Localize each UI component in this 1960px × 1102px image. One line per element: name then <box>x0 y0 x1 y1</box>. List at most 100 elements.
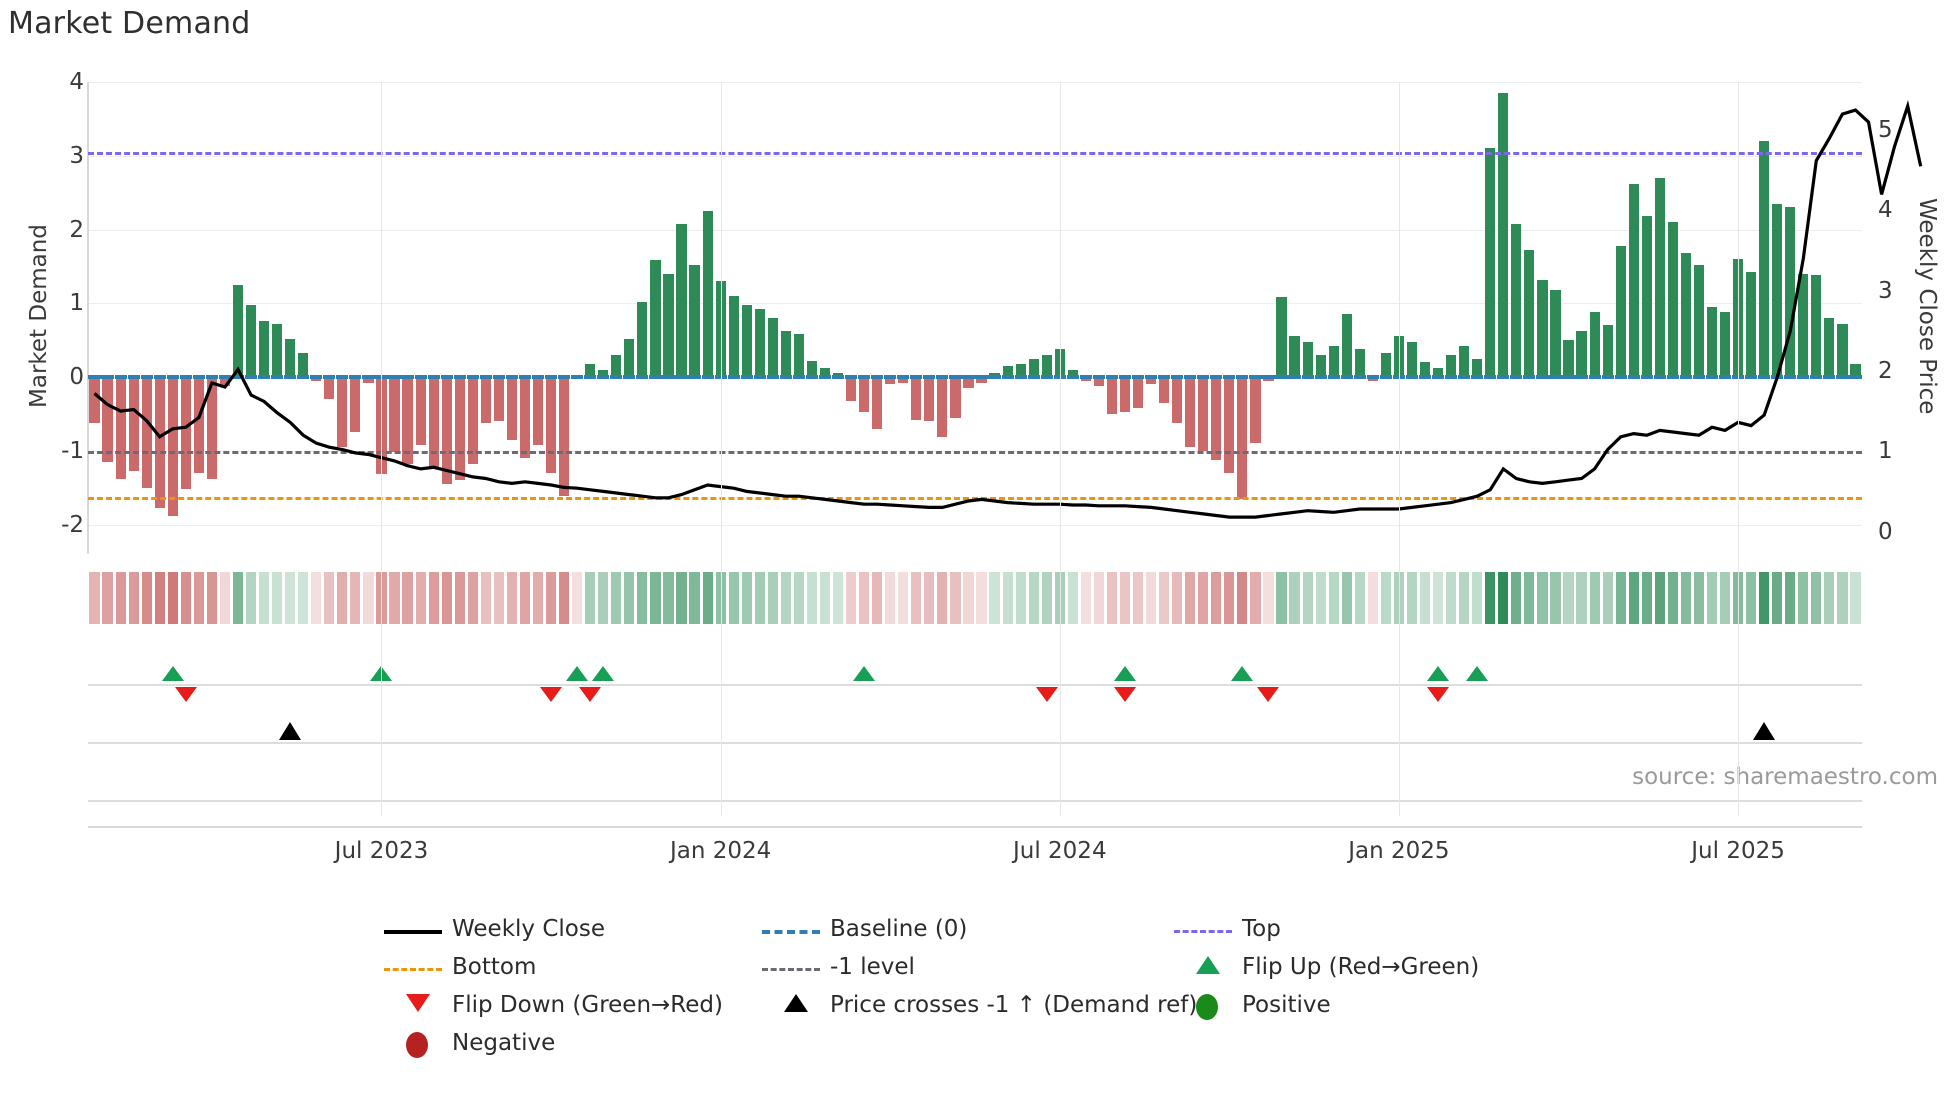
baseline-tick <box>1379 375 1392 379</box>
baseline-tick <box>179 375 192 379</box>
baseline-tick <box>1758 375 1771 379</box>
demand-bar <box>676 223 687 377</box>
legend-swatch-dash-purple-icon <box>1174 930 1232 933</box>
demand-bar <box>1432 368 1444 377</box>
baseline-tick <box>1301 375 1314 379</box>
baseline-tick <box>388 375 401 379</box>
reference-line-top <box>88 152 1862 156</box>
baseline-tick <box>871 375 884 379</box>
baseline-tick <box>558 375 571 379</box>
flip-up-marker-icon <box>161 666 184 681</box>
baseline-tick <box>1692 375 1706 379</box>
demand-bar <box>506 377 518 440</box>
demand-bar <box>128 377 139 472</box>
heat-cell <box>324 572 335 624</box>
heat-cell <box>519 572 531 624</box>
demand-bar <box>298 353 309 377</box>
y-axis-tick-left: 4 <box>69 69 84 95</box>
baseline-tick <box>610 375 623 379</box>
flip-down-marker-icon <box>579 687 602 702</box>
baseline-tick <box>1405 375 1419 379</box>
flip-up-marker-icon <box>853 666 876 681</box>
marker-row-line <box>88 800 1862 802</box>
demand-bar <box>1615 245 1626 377</box>
heat-cell <box>845 572 857 624</box>
demand-bar <box>115 377 126 479</box>
baseline-tick <box>1640 375 1653 379</box>
heat-cell <box>989 572 1000 624</box>
heat-cell <box>859 572 870 624</box>
heat-cell <box>1798 572 1809 624</box>
demand-bar <box>989 372 1000 377</box>
demand-bar <box>180 377 191 490</box>
heat-cell <box>1706 572 1718 624</box>
x-gridline <box>1398 82 1400 816</box>
baseline-tick <box>1079 375 1092 379</box>
legend-swatch-tri-up-black-icon <box>784 994 808 1012</box>
heat-cell <box>180 572 191 624</box>
demand-bar <box>415 377 426 445</box>
heat-cell <box>454 572 465 624</box>
legend-label: -1 level <box>830 954 915 980</box>
demand-bar <box>1172 377 1183 423</box>
heat-cell <box>819 572 831 624</box>
y-axis-tick-left: 0 <box>69 364 84 390</box>
heat-cell <box>663 572 674 624</box>
baseline-tick <box>675 375 688 379</box>
demand-bar <box>872 377 883 429</box>
demand-bar <box>663 273 674 377</box>
demand-bar <box>1054 348 1065 377</box>
baseline-tick <box>923 375 936 379</box>
baseline-tick <box>1810 375 1823 379</box>
heat-cell <box>1576 572 1587 624</box>
baseline-tick <box>1340 375 1353 379</box>
heat-cell <box>115 572 126 624</box>
baseline-tick <box>127 375 140 379</box>
demand-bar <box>1146 377 1157 385</box>
baseline-tick <box>1066 375 1079 379</box>
heat-cell <box>1341 572 1352 624</box>
demand-bar <box>1576 331 1587 377</box>
demand-bar <box>1746 272 1757 377</box>
heat-cell <box>506 572 518 624</box>
baseline-tick <box>492 375 505 379</box>
x-gridline <box>1059 82 1061 816</box>
baseline-tick <box>1171 375 1184 379</box>
heat-cell <box>193 572 204 624</box>
heat-cell <box>1485 572 1496 624</box>
heat-cell <box>1211 572 1222 624</box>
demand-bar <box>1367 377 1378 382</box>
heat-cell <box>1185 572 1196 624</box>
heat-cell <box>1615 572 1626 624</box>
baseline-tick <box>1236 375 1249 379</box>
legend-swatch-line-black-icon <box>384 930 442 934</box>
heat-cell <box>1732 572 1744 624</box>
demand-bar <box>1211 377 1222 460</box>
demand-bar <box>245 304 257 377</box>
baseline-tick <box>362 375 375 379</box>
demand-bar <box>832 372 844 377</box>
demand-bar <box>1498 93 1509 377</box>
heat-cell <box>650 572 661 624</box>
baseline-tick <box>427 375 440 379</box>
baseline-tick <box>310 375 323 379</box>
heat-cell <box>1628 572 1639 624</box>
demand-bar <box>402 377 413 465</box>
heat-cell <box>1459 572 1470 624</box>
heat-cell <box>1693 572 1705 624</box>
heat-cell <box>1446 572 1457 624</box>
baseline-tick <box>740 375 753 379</box>
demand-bar <box>1732 259 1744 377</box>
heat-cell <box>1746 572 1757 624</box>
heat-cell <box>1432 572 1444 624</box>
heat-cell <box>102 572 113 624</box>
baseline-tick <box>166 375 179 379</box>
demand-bar <box>728 295 739 377</box>
legend-label: Flip Down (Green→Red) <box>452 992 723 1018</box>
heat-cell <box>1472 572 1483 624</box>
legend-label: Bottom <box>452 954 537 980</box>
y-axis-tick-left: 2 <box>69 216 84 243</box>
demand-bar <box>937 377 948 438</box>
demand-heat-strip <box>88 572 1862 624</box>
baseline-tick <box>910 375 923 379</box>
